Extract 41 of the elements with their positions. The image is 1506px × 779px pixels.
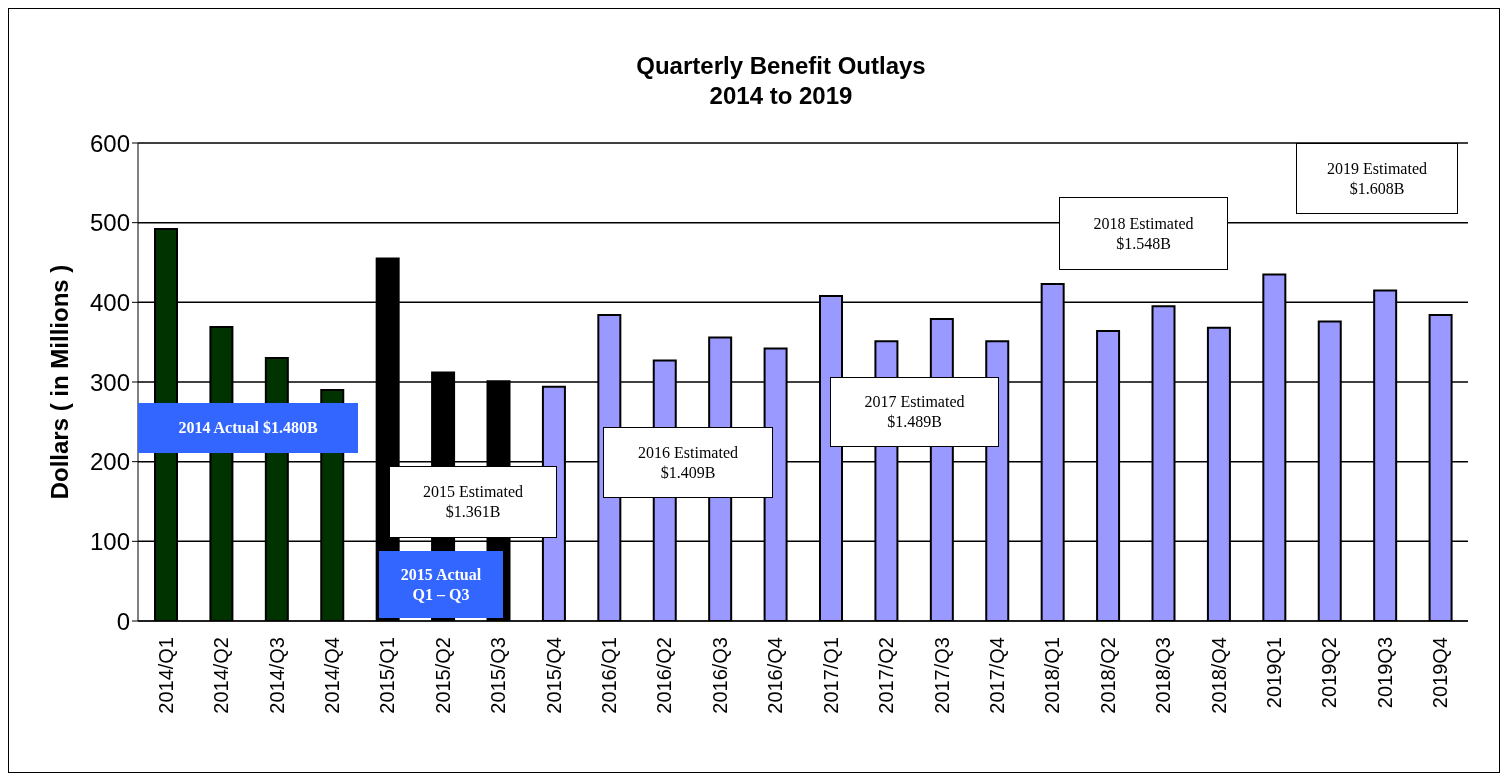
y-tick-label: 600	[89, 129, 130, 157]
x-tick-label: 2016/Q2	[653, 637, 676, 714]
y-axis-title: Dollars ( in Millions )	[45, 264, 73, 500]
x-tick-label: 2019Q4	[1429, 637, 1452, 709]
x-tick-label: 2015/Q2	[431, 637, 454, 714]
x-tick-label: 2018/Q1	[1041, 637, 1064, 714]
x-tick-label: 2015/Q4	[542, 637, 565, 714]
chart-subtitle: 2014 to 2019	[708, 81, 854, 111]
x-tick-label: 2017/Q3	[930, 637, 953, 714]
x-tick-label: 2015/Q1	[376, 637, 399, 714]
note-label: 2015 Actual Q1 – Q3	[379, 551, 503, 618]
y-tick-label: 300	[89, 368, 130, 396]
x-tick-label: 2014/Q3	[265, 637, 288, 714]
y-tick-label: 400	[89, 288, 130, 316]
note-label: 2014 Actual $1.480B	[138, 403, 358, 453]
x-tick-label: 2018/Q3	[1152, 637, 1175, 714]
y-tick-label: 0	[116, 607, 130, 635]
x-tick-label: 2015/Q3	[487, 637, 510, 714]
x-tick-label: 2016/Q1	[598, 637, 621, 714]
x-tick-label: 2019Q2	[1318, 637, 1341, 709]
y-tick-label: 100	[89, 527, 130, 555]
x-tick-label: 2019Q3	[1373, 637, 1396, 709]
x-tick-label: 2019Q1	[1263, 637, 1286, 709]
y-tick-label: 200	[89, 448, 130, 476]
x-tick-label: 2014/Q4	[320, 637, 343, 714]
x-tick-label: 2014/Q2	[210, 637, 233, 714]
note-box: 2018 Estimated $1.548B	[1059, 197, 1228, 270]
chart-title: Quarterly Benefit Outlays	[635, 51, 927, 81]
x-tick-label: 2017/Q4	[985, 637, 1008, 714]
note-box: 2016 Estimated $1.409B	[603, 427, 773, 498]
x-tick-label: 2017/Q2	[875, 637, 898, 714]
x-tick-label: 2014/Q1	[154, 637, 177, 714]
x-tick-label: 2017/Q1	[819, 637, 842, 714]
note-box: 2017 Estimated $1.489B	[830, 377, 999, 447]
x-tick-label: 2016/Q3	[708, 637, 731, 714]
note-box: 2015 Estimated $1.361B	[389, 466, 557, 538]
y-tick-label: 500	[89, 209, 130, 237]
x-tick-label: 2018/Q2	[1096, 637, 1119, 714]
note-box: 2019 Estimated $1.608B	[1296, 143, 1458, 214]
x-tick-label: 2018/Q4	[1207, 637, 1230, 714]
x-tick-label: 2016/Q4	[764, 637, 787, 714]
